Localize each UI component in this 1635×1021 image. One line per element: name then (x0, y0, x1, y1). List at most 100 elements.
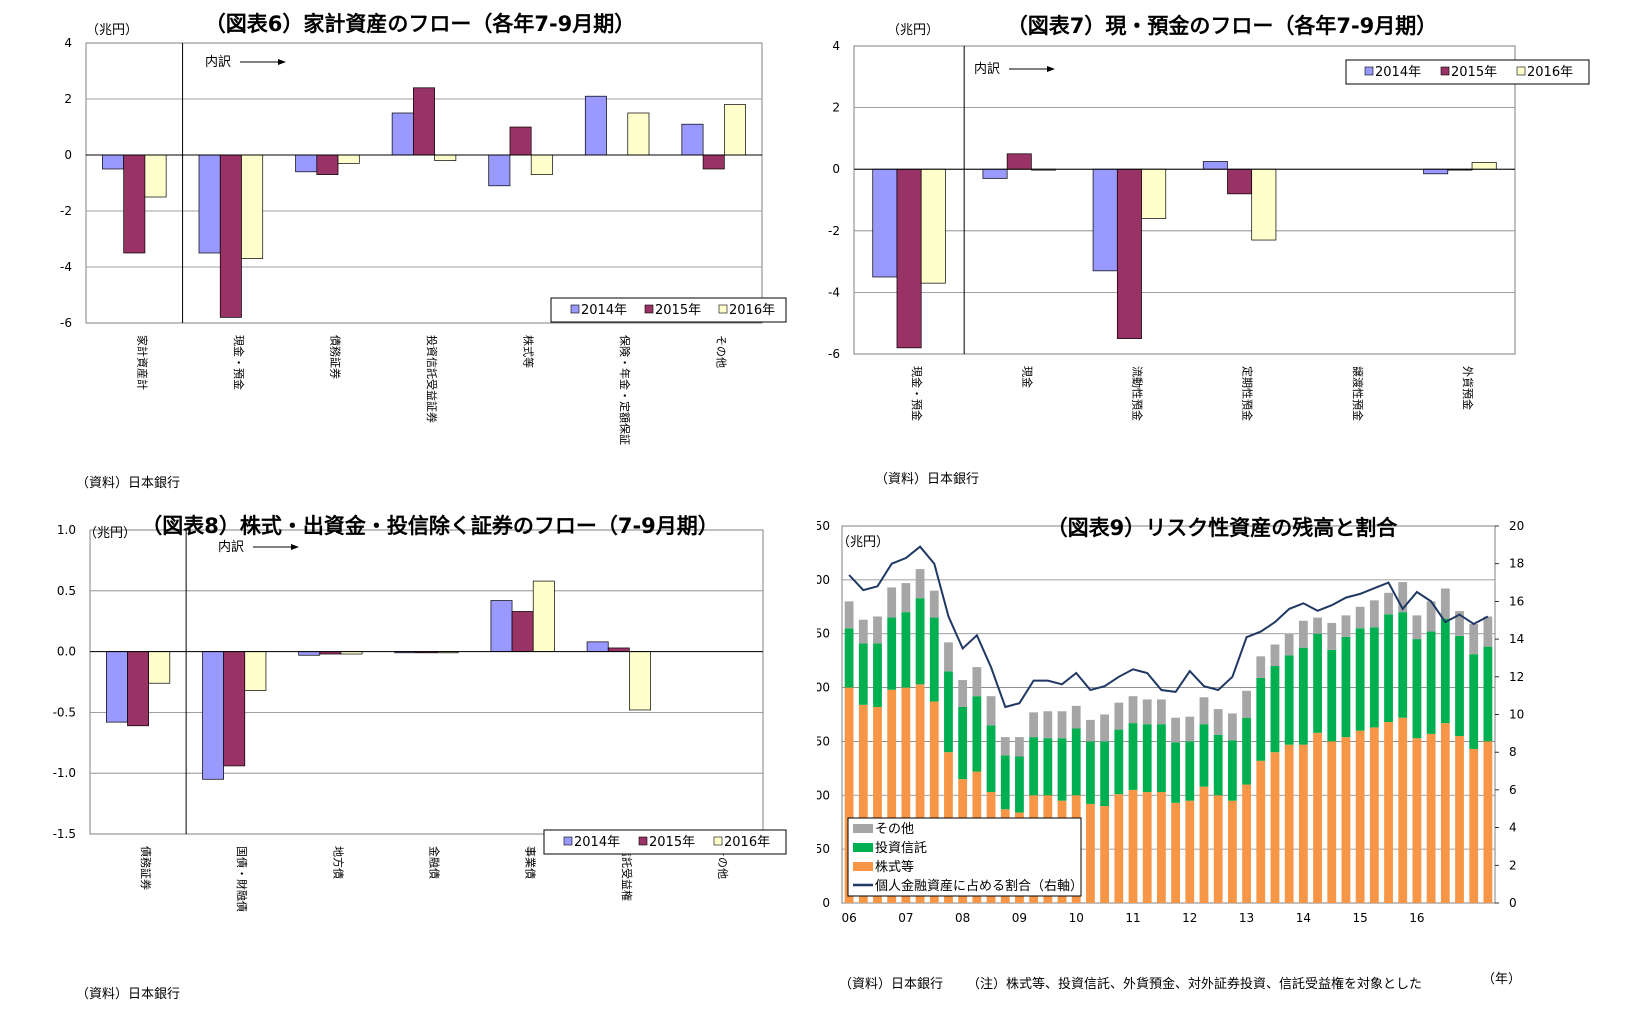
fig6-bar-2016年-株式等 (530, 154, 553, 175)
fig6-ytick-label: -2 (60, 204, 72, 218)
fig6-bar-2015年-その他 (702, 154, 725, 170)
fig8-ytick-label: -1.0 (53, 766, 76, 780)
fig8-unit: （兆円） (84, 526, 136, 541)
fig9-bar-fund (1029, 737, 1039, 796)
fig6-category-label: 株式等 (522, 335, 536, 368)
chart-fig6-svg: 4 2 0 -2 -4 -6 家計資産計 現金・預金 債務証券 投資信託受益証券 株式等 保険・年金・… (60, 12, 787, 491)
fig9-bar-fund (858, 643, 868, 705)
fig7-category-label: 外貨預金 (1461, 366, 1475, 410)
fig8-legend: 2014年 2015年 2016年 (543, 829, 787, 855)
fig9-legend-label: その他 (875, 822, 914, 837)
fig8-ytick-label: 0.0 (57, 645, 76, 659)
fig7-bar-2016年-外貨預金 (1471, 162, 1497, 170)
fig9-bar-fund (1327, 649, 1337, 742)
fig9-ytick-label: 200 (817, 681, 830, 695)
fig9-bar-other (873, 616, 882, 644)
fig7-bar-2015年-定期性預金 (1227, 168, 1253, 195)
fig9-bar-fund (1369, 627, 1379, 728)
fig9-bar-equity (1086, 803, 1095, 903)
fig6-bar-2016年-現金・預金 (241, 154, 264, 259)
fig9-xtick-label: 16 (1409, 911, 1424, 925)
fig9-xtick-label: 13 (1239, 911, 1254, 925)
fig9-y2tick-label: 6 (1509, 783, 1517, 797)
fig9-bar-fund (887, 617, 897, 690)
fig8-bar-2014年-債務証券 (105, 651, 128, 723)
fig9-xtick-label: 14 (1296, 911, 1311, 925)
fig8-bar-2014年-国債・財融債 (202, 651, 224, 780)
fig6-bar-2014年-家計資産計 (102, 154, 125, 170)
fig9-legend-swatch-fund (853, 843, 873, 852)
fig9-bar-other (929, 590, 939, 618)
fig9-bar-other (1029, 712, 1039, 738)
fig9-bar-equity (1483, 741, 1493, 903)
fig9-bar-other (1412, 615, 1422, 640)
fig9-bar-other (1227, 713, 1237, 741)
fig9-bar-equity (1469, 748, 1479, 903)
fig7-title: （図表7）現・預金のフロー（各年7-9月期） (1007, 14, 1438, 38)
fig8-bar-2015年-事業債 (511, 611, 534, 652)
fig9-bar-equity (1341, 737, 1351, 903)
fig7-legend: 2014年 2015年 2016年 (1345, 59, 1590, 85)
fig8-ytick-label: 0.5 (57, 584, 76, 598)
fig8-category-label: 国債・財融債 (235, 846, 249, 912)
fig9-bar-other (1384, 592, 1393, 615)
fig8-breakdown-label: 内訳 (218, 539, 244, 555)
fig8-arrow-icon (291, 544, 299, 550)
fig9-bar-other (1483, 616, 1493, 647)
fig6-bar-2016年-家計資産計 (144, 154, 167, 198)
fig9-legend-swatch-equity (853, 862, 873, 871)
fig9-ytick-label: 150 (817, 734, 830, 748)
chart-fig6: 4 2 0 -2 -4 -6 家計資産計 現金・預金 債務証券 投資信託受益証券 株式等 保険・年金・… (0, 0, 817, 510)
fig9-bar-equity (887, 689, 897, 903)
fig7-legend-swatch-2015 (1440, 66, 1450, 76)
fig9-bar-fund (844, 628, 854, 688)
fig9-bar-other (901, 583, 911, 613)
chart-fig7: 4 2 0 -2 -4 -6 現金・預金 現金 流動性預金 定期性預金 譲渡性預金 外貨預金 （図表7… (817, 0, 1634, 510)
fig9-bar-equity (901, 687, 911, 903)
fig9-bar-equity (1199, 786, 1209, 903)
fig6-ytick-label: 2 (64, 92, 72, 106)
fig9-bar-equity (1426, 733, 1436, 903)
fig9-bar-fund (972, 696, 982, 772)
fig9-bar-other (1100, 714, 1110, 742)
fig7-ytick-label: -4 (828, 285, 840, 299)
fig9-bar-other (986, 696, 996, 726)
fig6-category-label: 保険・年金・定額保証 (618, 335, 632, 445)
fig9-bar-other (1256, 656, 1266, 678)
fig8-legend-swatch-2014 (563, 836, 573, 846)
fig9-bar-other (972, 667, 982, 697)
fig6-unit: （兆円） (86, 23, 138, 38)
fig8-bar-2015年-国債・財融債 (223, 651, 246, 767)
fig9-xtick-label: 11 (1125, 911, 1140, 925)
fig9-bar-equity (1242, 784, 1251, 903)
fig9-bar-fund (958, 706, 968, 780)
fig9-bar-fund (1000, 755, 1010, 810)
fig9-bar-equity (1213, 795, 1223, 903)
fig9-bar-other (1398, 582, 1408, 613)
fig9-bar-equity (1369, 727, 1379, 903)
fig8-plot: 1.0 0.5 0.0 -0.5 -1.0 -1.5 債務証券 国債・財融債 地方債 金融債 事業債… (53, 523, 764, 912)
fig7-legend-swatch-2014 (1364, 66, 1374, 76)
chart-fig8-svg: 1.0 0.5 0.0 -0.5 -1.0 -1.5 債務証券 国債・財融債 地方債 金融債 事業債… (53, 514, 787, 1002)
fig7-category-label: 譲渡性預金 (1351, 366, 1365, 421)
fig8-ytick-label: -0.5 (53, 705, 76, 719)
fig6-ytick-label: 4 (64, 36, 72, 50)
fig9-ytick-label: 250 (817, 627, 830, 641)
fig9-bar-equity (1327, 741, 1337, 903)
fig7-plot-frame (853, 45, 1516, 355)
fig9-bar-other (1057, 711, 1067, 739)
fig8-legend-2014: 2014年 (574, 835, 620, 850)
fig8-bar-2016年-国債・財融債 (244, 651, 267, 691)
fig7-legend-2015: 2015年 (1451, 65, 1497, 80)
fig9-xtick-label: 15 (1353, 911, 1368, 925)
fig9-y2tick-label: 2 (1509, 858, 1517, 872)
fig9-legend-label: 個人金融資産に占める割合（右軸） (875, 878, 1083, 894)
fig9-bar-fund (1242, 717, 1251, 785)
fig9-bar-equity (1455, 736, 1464, 903)
fig9-bar-fund (1455, 635, 1464, 737)
fig7-bar-2016年-流動性預金 (1141, 168, 1167, 219)
fig7-ytick-label: -6 (828, 347, 840, 361)
fig8-bar-2014年-事業債 (490, 600, 513, 652)
fig9-xtick-label: 09 (1012, 911, 1027, 925)
fig9-bar-equity (1398, 717, 1408, 903)
